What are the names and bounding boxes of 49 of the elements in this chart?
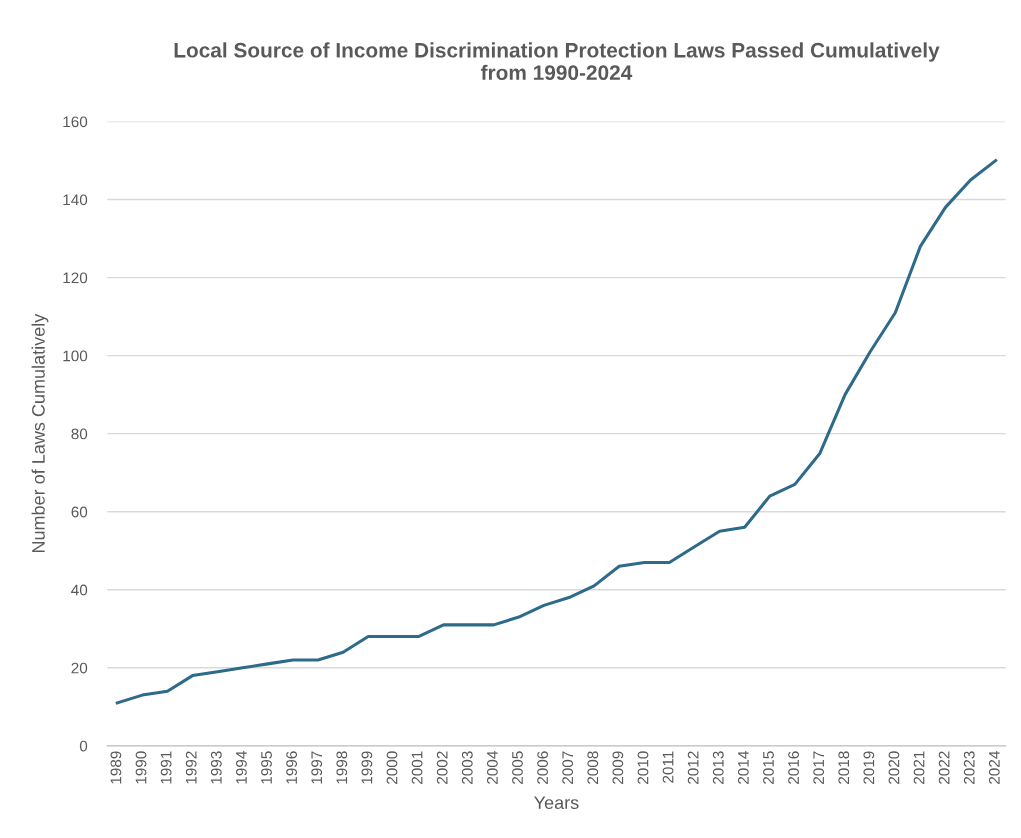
- x-tick-label: 2002: [436, 751, 448, 784]
- x-tick-label: 2019: [863, 751, 875, 784]
- x-tick-label: 2011: [662, 751, 674, 783]
- y-tick-label: 0: [79, 740, 88, 752]
- x-tick-label: 1996: [286, 751, 298, 784]
- y-axis-title: Number of Laws Cumulatively: [31, 313, 49, 553]
- chart-title: Local Source of Income Discrimination Protection Laws Passed Cumulatively from 1990-2024: [174, 42, 940, 81]
- y-tick-label: 120: [63, 272, 88, 284]
- y-tick-label: 140: [63, 194, 88, 206]
- x-tick-label: 2007: [562, 751, 574, 784]
- x-tick-label: 1991: [160, 751, 172, 784]
- x-tick-label: 2016: [788, 751, 799, 784]
- x-tick-label: 2008: [587, 751, 599, 784]
- x-tick-label: 2003: [461, 751, 473, 784]
- x-tick-label: 2005: [512, 751, 523, 784]
- x-tick-label: 2009: [612, 751, 624, 784]
- y-tick-label: 160: [63, 116, 88, 128]
- x-tick-label: 2018: [838, 751, 850, 784]
- y-tick-label: 100: [63, 350, 88, 362]
- x-axis-title: Years: [534, 796, 579, 810]
- x-tick-label: 2017: [813, 751, 825, 784]
- y-tick-label: 20: [71, 662, 88, 674]
- x-tick-label: 1990: [135, 751, 147, 784]
- x-tick-label: 2010: [637, 751, 649, 784]
- x-tick-label: 2023: [963, 751, 975, 784]
- x-tick-label: 1993: [210, 751, 222, 784]
- x-tick-label: 2012: [687, 751, 699, 784]
- x-tick-label: 2021: [913, 751, 925, 784]
- x-tick-label: 2004: [486, 751, 498, 784]
- x-tick-label: 2020: [888, 751, 900, 784]
- x-tick-label: 2024: [988, 751, 1000, 784]
- x-tick-label: 1999: [361, 751, 373, 784]
- x-tick-label: 2000: [386, 751, 398, 784]
- x-tick-label: 2013: [712, 751, 724, 784]
- y-tick-label: 80: [71, 428, 88, 440]
- x-tick-label: 1994: [236, 751, 247, 784]
- x-tick-label: 2001: [411, 751, 423, 784]
- x-tick-label: 2006: [537, 751, 548, 784]
- x-tick-label: 2015: [763, 751, 774, 784]
- x-tick-label: 1989: [110, 751, 122, 784]
- x-tick-label: 1992: [185, 751, 197, 784]
- x-tick-label: 2014: [737, 751, 749, 784]
- x-tick-label: 1995: [261, 751, 272, 784]
- line-series: [115, 159, 998, 705]
- y-tick-label: 40: [71, 584, 88, 596]
- x-tick-label: 2022: [938, 751, 950, 784]
- y-tick-label: 60: [71, 506, 88, 518]
- x-tick-label: 1998: [336, 751, 348, 784]
- x-tick-label: 1997: [311, 751, 323, 784]
